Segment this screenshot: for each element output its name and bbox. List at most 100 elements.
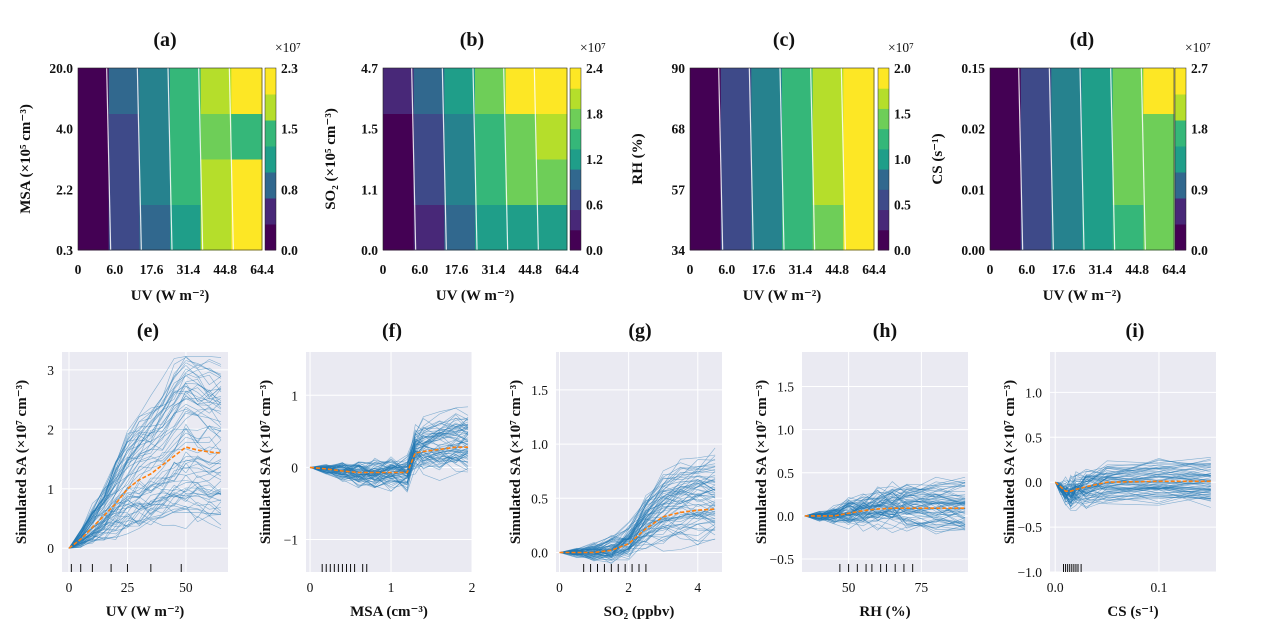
- ice-line: [68, 480, 222, 549]
- x-tick-label: 50: [179, 580, 193, 595]
- heatmap-cell: [1051, 159, 1083, 205]
- x-tick-label: 75: [915, 580, 929, 595]
- y-tick-label: 1.5: [531, 383, 548, 398]
- pdp-average-line: [1054, 480, 1211, 492]
- colorbar-segment: [1175, 94, 1186, 121]
- colorbar-segment: [570, 88, 581, 109]
- heatmap-cell: [690, 68, 722, 114]
- heatmap-cell: [843, 204, 875, 251]
- colorbar-tick-label: 0.0: [894, 243, 911, 258]
- line-panel-1: 0 1 2 −1 0 1 MSA (cm⁻³) Simulated SA (×10⁷ cm⁻³…: [258, 352, 475, 620]
- heatmap-cell: [1112, 159, 1144, 205]
- ice-line: [68, 489, 222, 549]
- ice-line: [1054, 464, 1211, 497]
- heatmap-cell: [812, 204, 844, 251]
- contour-line: [1018, 67, 1024, 251]
- ice-line: [559, 459, 716, 553]
- ice-line: [68, 384, 222, 549]
- pdp-average-line: [309, 446, 468, 474]
- colorbar-frame: [264, 67, 277, 251]
- contour-line: [441, 67, 447, 251]
- ice-line: [68, 493, 222, 549]
- y-axis-label: CS (s⁻¹): [930, 133, 946, 184]
- colorbar-segment: [265, 120, 276, 147]
- ice-line: [68, 474, 222, 549]
- heatmap-cell: [536, 159, 568, 205]
- x-tick-label: 64.4: [1162, 262, 1186, 277]
- ice-line: [309, 448, 469, 492]
- ice-line: [559, 466, 716, 553]
- colorbar-tick-label: 0.0: [1191, 243, 1208, 258]
- y-tick-label: 1: [47, 482, 54, 497]
- ice-line: [68, 391, 222, 549]
- ice-line: [68, 470, 222, 549]
- contour-line: [779, 67, 785, 251]
- colorbar-segment: [570, 209, 581, 231]
- heatmap-cell: [843, 113, 875, 160]
- x-tick-label: 17.6: [445, 262, 469, 277]
- y-tick-label: 0.0: [361, 243, 378, 258]
- colorbar-tick-label: 2.4: [586, 61, 603, 76]
- ice-line: [1054, 482, 1211, 501]
- colorbar-multiplier: ×10⁷: [580, 40, 606, 55]
- x-axis-label: UV (W m⁻²): [106, 604, 185, 620]
- colorbar-segment: [265, 224, 276, 251]
- colorbar-tick-label: 0.0: [586, 243, 603, 258]
- heatmap-cell: [444, 68, 476, 114]
- heatmap-cell: [78, 159, 110, 205]
- y-tick-label: 0: [291, 460, 298, 475]
- colorbar-segment: [570, 108, 581, 130]
- heatmap-cell: [1051, 204, 1083, 251]
- ice-line: [68, 406, 222, 549]
- x-tick-label: 50: [842, 580, 856, 595]
- y-tick-label: 0.00: [961, 243, 985, 258]
- x-tick-label: 64.4: [862, 262, 886, 277]
- heatmap-cell: [505, 68, 537, 114]
- heatmap-cell: [990, 204, 1022, 251]
- ice-line: [68, 487, 222, 549]
- contour-line: [533, 67, 539, 251]
- colorbar-tick-label: 0.8: [281, 182, 298, 197]
- contour-line: [503, 67, 509, 251]
- heatmap-cell: [843, 159, 875, 205]
- ice-line: [68, 382, 222, 549]
- heatmap-cell: [383, 113, 415, 160]
- ice-line: [68, 410, 222, 549]
- colorbar-tick-label: 1.2: [586, 152, 603, 167]
- line-panel-4: 0.0 0.1 −1.0 −0.5 0.0 0.5 1.0 CS (s⁻¹) Simulated…: [1002, 352, 1216, 620]
- x-tick-label: 31.4: [177, 262, 201, 277]
- line-panel-0: 0 25 50 0 1 2 3 UV (W m⁻²) Simulated SA (×10⁷ cm…: [14, 352, 228, 620]
- ice-line: [804, 493, 966, 517]
- heatmap-cell: [1143, 204, 1175, 251]
- panel-i-label: (i): [1126, 320, 1145, 342]
- ice-line: [68, 516, 222, 549]
- x-tick-label: 0: [66, 580, 73, 595]
- y-axis-label: Simulated SA (×10⁷ cm⁻³): [508, 380, 524, 544]
- heatmap-cell: [383, 204, 415, 251]
- x-axis-label: CS (s⁻¹): [1107, 604, 1158, 620]
- colorbar-tick-label: 1.8: [1191, 122, 1208, 137]
- heatmap-cell: [444, 159, 476, 205]
- x-axis-label: RH (%): [859, 604, 910, 620]
- colorbar-tick-label: 2.3: [281, 61, 298, 76]
- heatmap-cell: [505, 159, 537, 205]
- plot-background: [802, 352, 968, 572]
- colorbar-segment: [570, 128, 581, 150]
- heatmap-cell: [231, 113, 263, 160]
- heatmap-cell: [782, 159, 814, 205]
- ice-line: [1054, 475, 1211, 503]
- colorbar-segment: [265, 94, 276, 121]
- y-tick-label: 0.0: [1025, 475, 1042, 490]
- heatmap-cell: [444, 113, 476, 160]
- colorbar-segment: [878, 128, 889, 150]
- heatmap-cell: [690, 159, 722, 205]
- ice-line: [68, 394, 222, 549]
- heatmap-cell: [990, 113, 1022, 160]
- heatmap-cell: [170, 204, 202, 251]
- heatmap-cell: [536, 204, 568, 251]
- ice-line: [68, 484, 222, 549]
- y-tick-label: 2: [47, 422, 54, 437]
- y-tick-label: 0.5: [531, 491, 548, 506]
- y-tick-label: 1.0: [531, 437, 548, 452]
